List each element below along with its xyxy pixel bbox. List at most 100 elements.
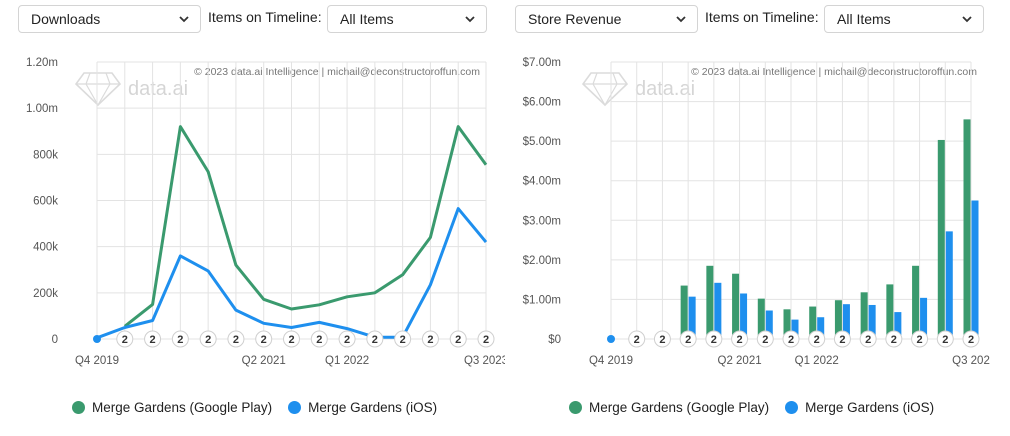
- timeline-marker-label: 2: [122, 334, 128, 346]
- timeline-marker: [653, 330, 671, 348]
- watermark-brand: data.ai: [128, 78, 188, 100]
- x-tick-label: Q1 2022: [325, 355, 369, 367]
- timeline-marker: [962, 330, 980, 348]
- google-play-revenue-bar: [912, 265, 920, 339]
- x-tick-label: Q2 2021: [242, 355, 286, 367]
- timeline-marker-label: 2: [372, 334, 378, 346]
- timeline-marker-label: 2: [659, 334, 665, 346]
- y-tick-label: $7.00m: [523, 57, 561, 69]
- google-play-revenue-bar: [757, 298, 765, 339]
- timeline-marker: [782, 330, 800, 348]
- downloads-metric-select[interactable]: Downloads: [18, 5, 201, 33]
- y-tick-label: 200k: [33, 288, 58, 300]
- legend-item-ios[interactable]: Merge Gardens (iOS): [288, 400, 437, 415]
- timeline-marker: [833, 330, 851, 348]
- y-tick-label: $2.00m: [523, 255, 561, 267]
- chevron-down-icon: [962, 16, 972, 23]
- left-items-select[interactable]: All Items: [327, 5, 487, 33]
- legend-item-google-play[interactable]: Merge Gardens (Google Play): [72, 400, 272, 415]
- timeline-marker-label: 2: [917, 334, 923, 346]
- timeline-marker: [366, 330, 384, 348]
- ios-revenue-bar: [765, 310, 773, 339]
- google-play-revenue-bar: [860, 292, 868, 339]
- y-tick-label: 600k: [33, 196, 58, 208]
- x-tick-label: Q4 2019: [589, 355, 633, 367]
- timeline-marker-label: 2: [316, 334, 322, 346]
- timeline-marker: [171, 330, 189, 348]
- timeline-marker: [421, 330, 439, 348]
- x-tick-label: Q3 202: [952, 355, 990, 367]
- ios-revenue-bar: [817, 317, 825, 339]
- revenue-metric-select[interactable]: Store Revenue: [515, 5, 698, 33]
- timeline-marker: [227, 330, 245, 348]
- google-play-revenue-bar: [886, 284, 894, 339]
- timeline-marker-label: 2: [205, 334, 211, 346]
- ios-revenue-bar: [688, 296, 696, 339]
- timeline-marker: [936, 330, 954, 348]
- google-play-revenue-bar: [834, 300, 842, 339]
- timeline-marker-label: 2: [455, 334, 461, 346]
- x-tick-label: Q2 2021: [718, 355, 762, 367]
- y-tick-label: 400k: [33, 242, 58, 254]
- ios-revenue-bar: [791, 319, 799, 339]
- timeline-marker: [705, 330, 723, 348]
- timeline-marker: [310, 330, 328, 348]
- ios-legend-dot: [288, 401, 302, 414]
- ios-revenue-bar: [714, 282, 722, 339]
- timeline-marker-label: 2: [737, 334, 743, 346]
- timeline-marker-label: 2: [891, 334, 897, 346]
- timeline-marker: [679, 330, 697, 348]
- google-play-revenue-bar: [732, 273, 740, 339]
- timeline-marker: [394, 330, 412, 348]
- timeline-marker-label: 2: [814, 334, 820, 346]
- google-play-revenue-bar: [783, 309, 791, 339]
- right-items-select-value: All Items: [837, 11, 891, 27]
- legend-item-ios[interactable]: Merge Gardens (iOS): [785, 400, 934, 415]
- timeline-marker-label: 2: [344, 334, 350, 346]
- timeline-marker: [756, 330, 774, 348]
- x-tick-label: Q3 2023: [464, 355, 505, 367]
- downloads-legend: Merge Gardens (Google Play) Merge Garden…: [72, 400, 453, 415]
- downloads-chart: data.ai © 2023 data.ai Intelligence | mi…: [26, 57, 505, 367]
- watermark-copyright: © 2023 data.ai Intelligence | michail@de…: [691, 66, 977, 78]
- timeline-marker-label: 2: [427, 334, 433, 346]
- timeline-marker: [628, 330, 646, 348]
- timeline-marker-label: 2: [942, 334, 948, 346]
- revenue-metric-select-value: Store Revenue: [528, 11, 622, 27]
- x-tick-label: Q1 2022: [795, 355, 839, 367]
- timeline-marker-label: 2: [261, 334, 267, 346]
- revenue-legend: Merge Gardens (Google Play) Merge Garden…: [569, 400, 950, 415]
- timeline-marker: [859, 330, 877, 348]
- ios-revenue-bar: [945, 231, 953, 339]
- legend-label-ios: Merge Gardens (iOS): [805, 400, 935, 415]
- y-tick-label: $5.00m: [523, 136, 561, 148]
- legend-item-google-play[interactable]: Merge Gardens (Google Play): [569, 400, 769, 415]
- ios-revenue-bar: [971, 200, 979, 339]
- watermark-copyright: © 2023 data.ai Intelligence | michail@de…: [194, 66, 480, 78]
- watermark-brand: data.ai: [635, 78, 695, 100]
- y-tick-label: 800k: [33, 149, 58, 161]
- y-tick-label: 1.00m: [26, 103, 58, 115]
- legend-label-google-play: Merge Gardens (Google Play): [589, 400, 770, 415]
- timeline-start-dot: [93, 335, 101, 343]
- y-tick-label: $0: [548, 334, 561, 346]
- timeline-marker: [885, 330, 903, 348]
- timeline-marker: [911, 330, 929, 348]
- y-tick-label: 0: [52, 334, 58, 346]
- left-items-select-value: All Items: [340, 11, 394, 27]
- ios-revenue-bar: [868, 304, 876, 339]
- timeline-marker-label: 2: [177, 334, 183, 346]
- timeline-marker-label: 2: [288, 334, 294, 346]
- timeline-marker-label: 2: [634, 334, 640, 346]
- google-play-revenue-bar: [809, 306, 817, 339]
- timeline-marker-label: 2: [711, 334, 717, 346]
- google-play-downloads-line: [123, 125, 488, 328]
- data-ai-watermark: data.ai: [581, 72, 695, 107]
- right-items-select[interactable]: All Items: [824, 5, 984, 33]
- diamond-icon: [74, 72, 122, 107]
- y-tick-label: 1.20m: [26, 57, 58, 69]
- google-play-revenue-bar: [680, 285, 688, 339]
- ios-revenue-bar: [740, 293, 748, 339]
- ios-revenue-bar: [842, 304, 850, 339]
- timeline-marker-label: 2: [685, 334, 691, 346]
